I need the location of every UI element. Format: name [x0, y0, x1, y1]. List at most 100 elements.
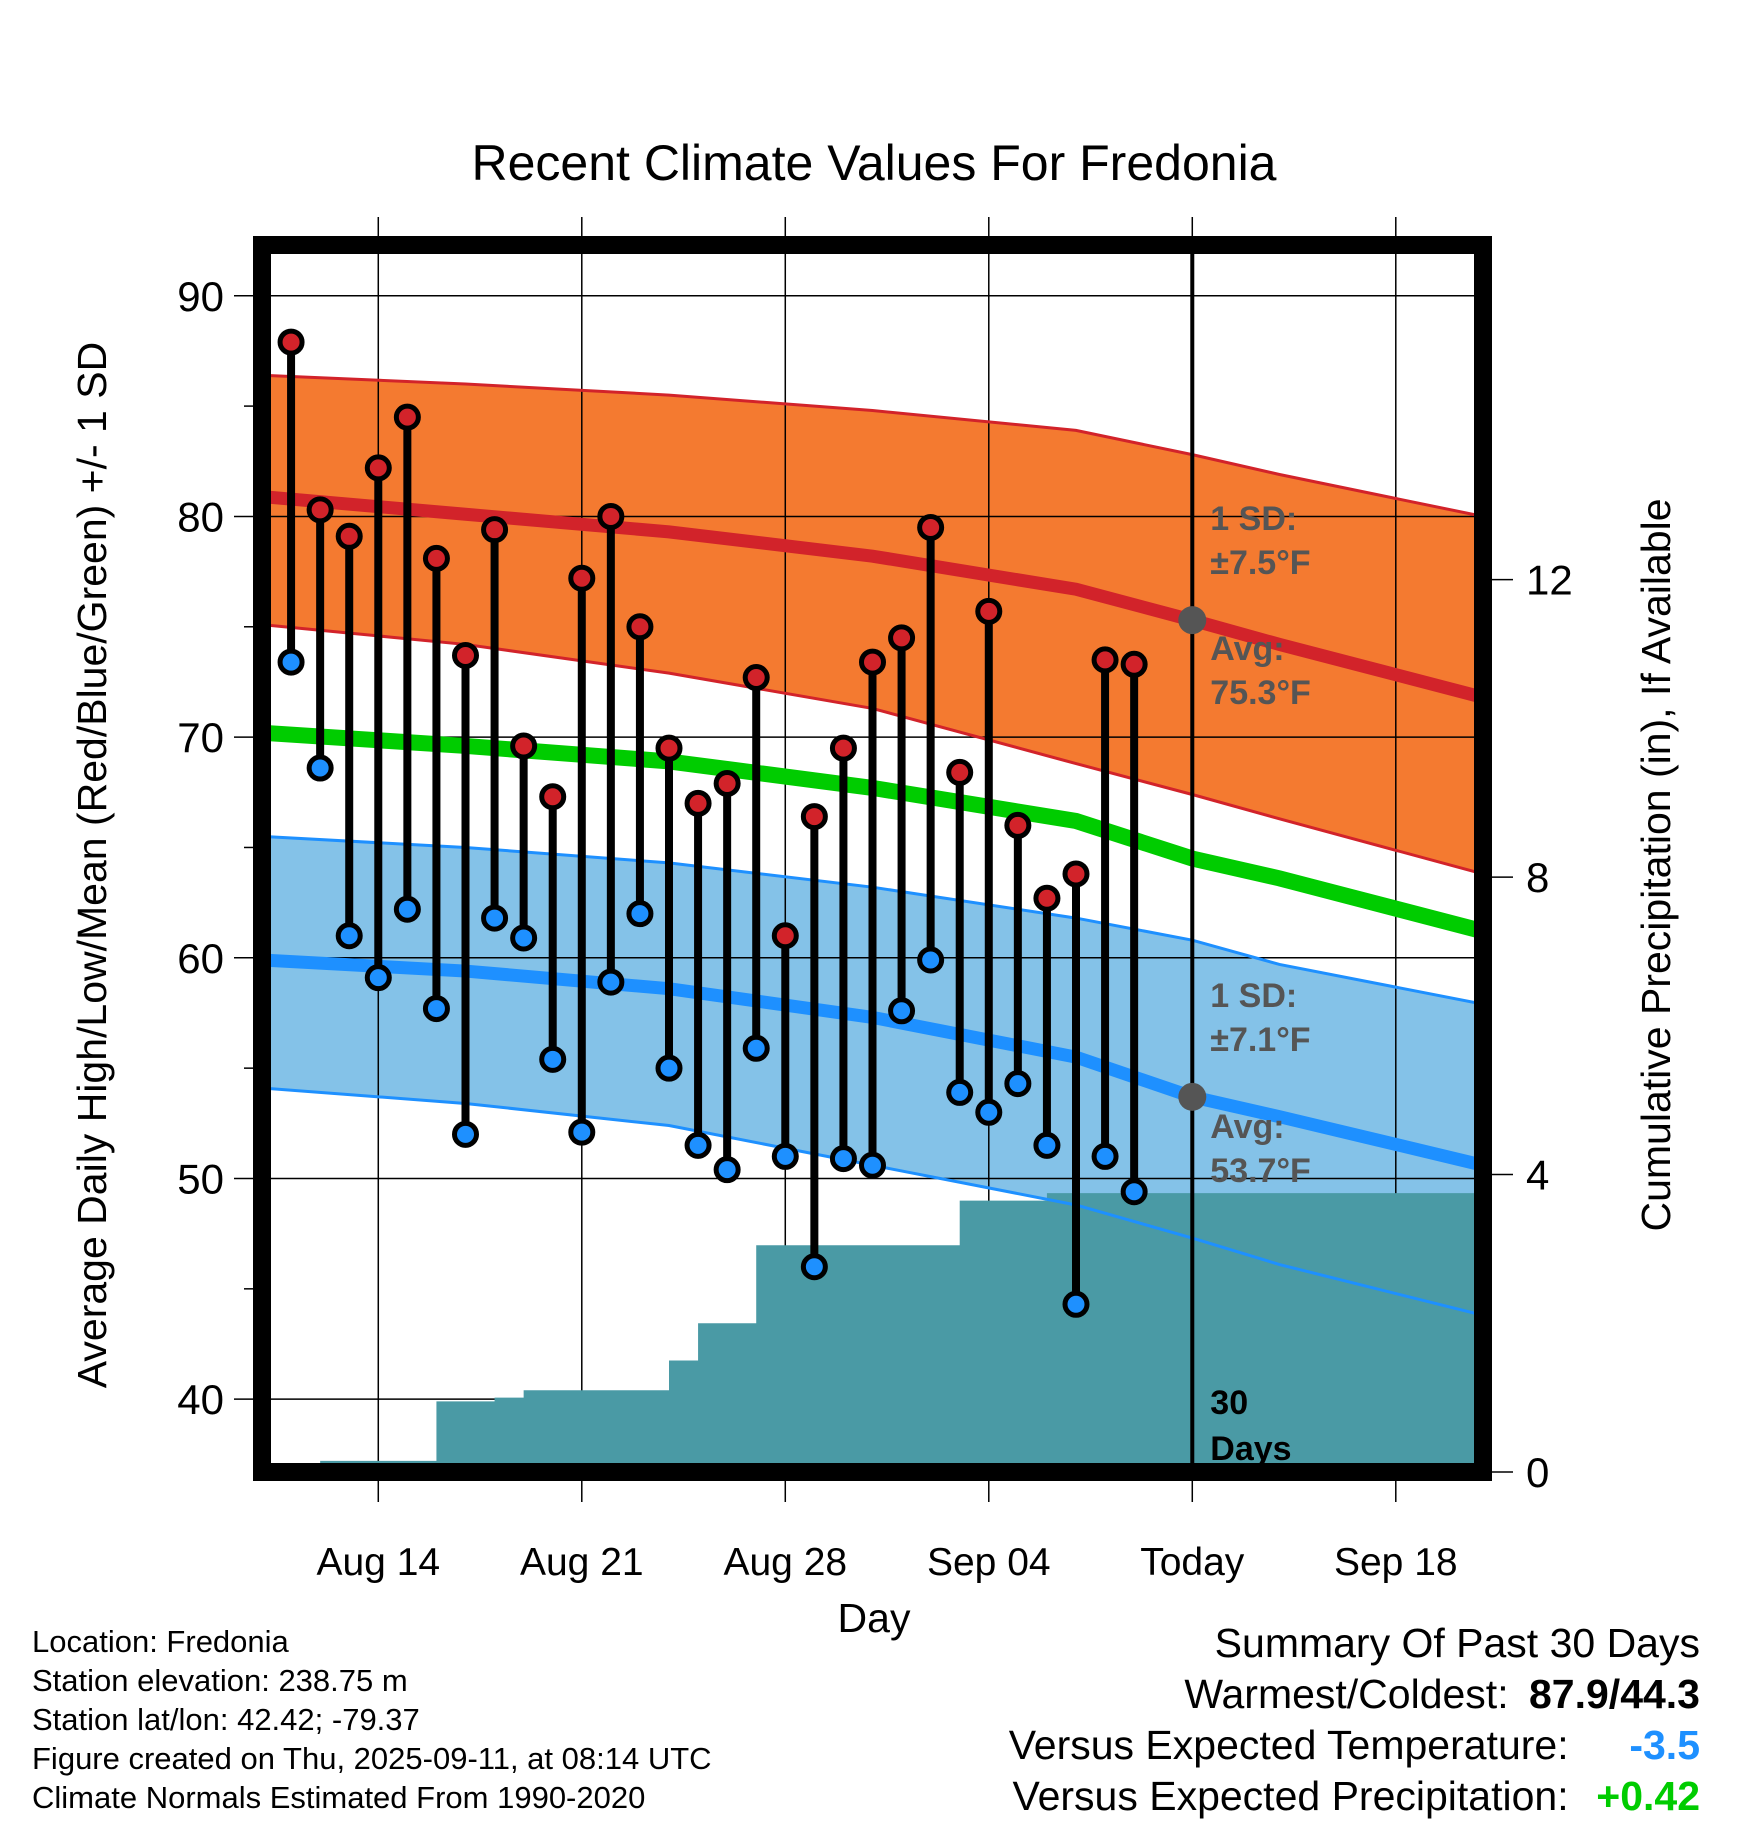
high-temp-point	[539, 783, 567, 811]
high-temp-point	[771, 922, 799, 950]
x-tick-label: Sep 04	[927, 1541, 1051, 1584]
x-tick-label: Aug 21	[520, 1541, 644, 1584]
temp-label: Versus Expected Temperature:	[1008, 1722, 1569, 1768]
high-temp-point	[626, 613, 654, 641]
x-axis-label: Day	[838, 1595, 911, 1641]
high-temp-point	[713, 769, 741, 797]
created-text: Figure created on Thu, 2025-09-11, at 08…	[32, 1741, 712, 1776]
summary-temp-row: Versus Expected Temperature: -3.5	[1009, 1720, 1700, 1771]
low-temp-point	[1120, 1178, 1148, 1206]
low-temp-point	[800, 1253, 828, 1281]
summary-panel: Summary Of Past 30 Days Warmest/Coldest:…	[1009, 1618, 1700, 1822]
low-temp-point	[422, 995, 450, 1023]
plot-area	[262, 245, 1483, 1472]
elevation-text: Station elevation: 238.75 m	[32, 1663, 408, 1698]
high-temp-point	[335, 522, 363, 550]
days-label-line2: Days	[1210, 1430, 1291, 1468]
warmest-value: 87.9/44.3	[1529, 1671, 1700, 1717]
high-lower-line	[262, 623, 1483, 876]
high-temp-point	[306, 496, 334, 524]
high-temp-point	[800, 803, 828, 831]
low-temp-point	[888, 997, 916, 1025]
low-temp-point	[481, 904, 509, 932]
low-temp-point	[655, 1054, 683, 1082]
y-tick-label: 40	[177, 1376, 224, 1423]
y2-axis-label: Cumulative Precipitation (in), If Availa…	[1633, 498, 1679, 1231]
low-sd-value: ±7.1°F	[1210, 1021, 1310, 1059]
days-label-line1: 30	[1210, 1384, 1248, 1422]
low-temp-point	[510, 924, 538, 952]
low-temp-point	[1062, 1290, 1090, 1318]
normals-text: Climate Normals Estimated From 1990-2020	[32, 1780, 646, 1815]
x-tick-label: Sep 18	[1334, 1541, 1458, 1584]
high-temp-point	[1033, 884, 1061, 912]
high-temp-point	[393, 403, 421, 431]
low-temp-point	[306, 754, 334, 782]
temp-value: -3.5	[1629, 1722, 1700, 1768]
low-temp-point	[684, 1131, 712, 1159]
high-sd-value: ±7.5°F	[1210, 544, 1310, 582]
station-info: Location: Fredonia Station elevation: 23…	[32, 1622, 712, 1817]
high-temp-point	[829, 734, 857, 762]
y-tick-label: 70	[177, 714, 224, 761]
low-upper-line	[262, 834, 1483, 1006]
precip-value: +0.42	[1596, 1773, 1700, 1819]
y2-tick-label: 4	[1526, 1152, 1549, 1199]
low-temp-point	[393, 895, 421, 923]
x-tick-label: Aug 14	[316, 1541, 440, 1584]
low-avg-value: 53.7°F	[1210, 1152, 1311, 1190]
high-temp-point	[655, 734, 683, 762]
low-temp-point	[742, 1034, 770, 1062]
latlon-text: Station lat/lon: 42.42; -79.37	[32, 1702, 420, 1737]
high-temp-point	[452, 641, 479, 669]
y2-tick-label: 8	[1526, 854, 1549, 901]
low-lower-line	[262, 1086, 1483, 1317]
location-text: Location: Fredonia	[32, 1624, 289, 1659]
low-temp-point	[597, 968, 625, 996]
y-tick-label: 50	[177, 1155, 224, 1202]
summary-precip-row: Versus Expected Precipitation: +0.42	[1009, 1771, 1701, 1822]
high-avg-value: 75.3°F	[1210, 674, 1311, 712]
high-temp-point	[888, 624, 916, 652]
warmest-label: Warmest/Coldest:	[1184, 1671, 1509, 1717]
high-temp-point	[510, 732, 538, 760]
low-avg-label: Avg:	[1210, 1108, 1284, 1146]
high-upper-line	[262, 373, 1483, 518]
plot-frame	[253, 236, 1492, 1481]
low-temp-point	[452, 1120, 479, 1148]
low-temp-point	[539, 1045, 567, 1073]
low-temp-point	[335, 922, 363, 950]
low-temp-point	[829, 1145, 857, 1173]
low-temp-point	[1091, 1142, 1119, 1170]
summary-warmest-row: Warmest/Coldest: 87.9/44.3	[1009, 1669, 1700, 1720]
y2-tick-label: 0	[1526, 1449, 1549, 1496]
high-temp-point	[975, 597, 1003, 625]
high-temp-point	[917, 513, 945, 541]
low-temp-point	[771, 1142, 799, 1170]
low-temp-point	[626, 900, 654, 928]
high-temp-point	[597, 502, 625, 530]
summary-title: Summary Of Past 30 Days	[1214, 1620, 1700, 1666]
y-tick-label: 80	[177, 493, 224, 540]
low-temp-point	[1033, 1131, 1061, 1159]
y-axis-label: Average Daily High/Low/Mean (Red/Blue/Gr…	[69, 342, 115, 1388]
high-avg-label: Avg:	[1210, 630, 1284, 668]
low-temp-point	[859, 1151, 886, 1179]
high-temp-point	[684, 789, 712, 817]
mean-avg-line	[262, 724, 1483, 940]
low-temp-point	[713, 1156, 741, 1184]
low-temp-point	[277, 648, 305, 676]
low-temp-point	[917, 946, 945, 974]
low-temp-point	[364, 964, 392, 992]
high-temp-point	[277, 328, 305, 356]
precip-area	[291, 1193, 1483, 1472]
precip-label: Versus Expected Precipitation:	[1012, 1773, 1569, 1819]
low-temp-point	[946, 1078, 974, 1106]
high-temp-point	[481, 516, 509, 544]
x-tick-label: Today	[1140, 1541, 1245, 1584]
high-temp-point	[1062, 860, 1090, 888]
high-temp-point	[1091, 646, 1119, 674]
low-avg-line	[262, 953, 1483, 1172]
high-temp-point	[364, 454, 392, 482]
